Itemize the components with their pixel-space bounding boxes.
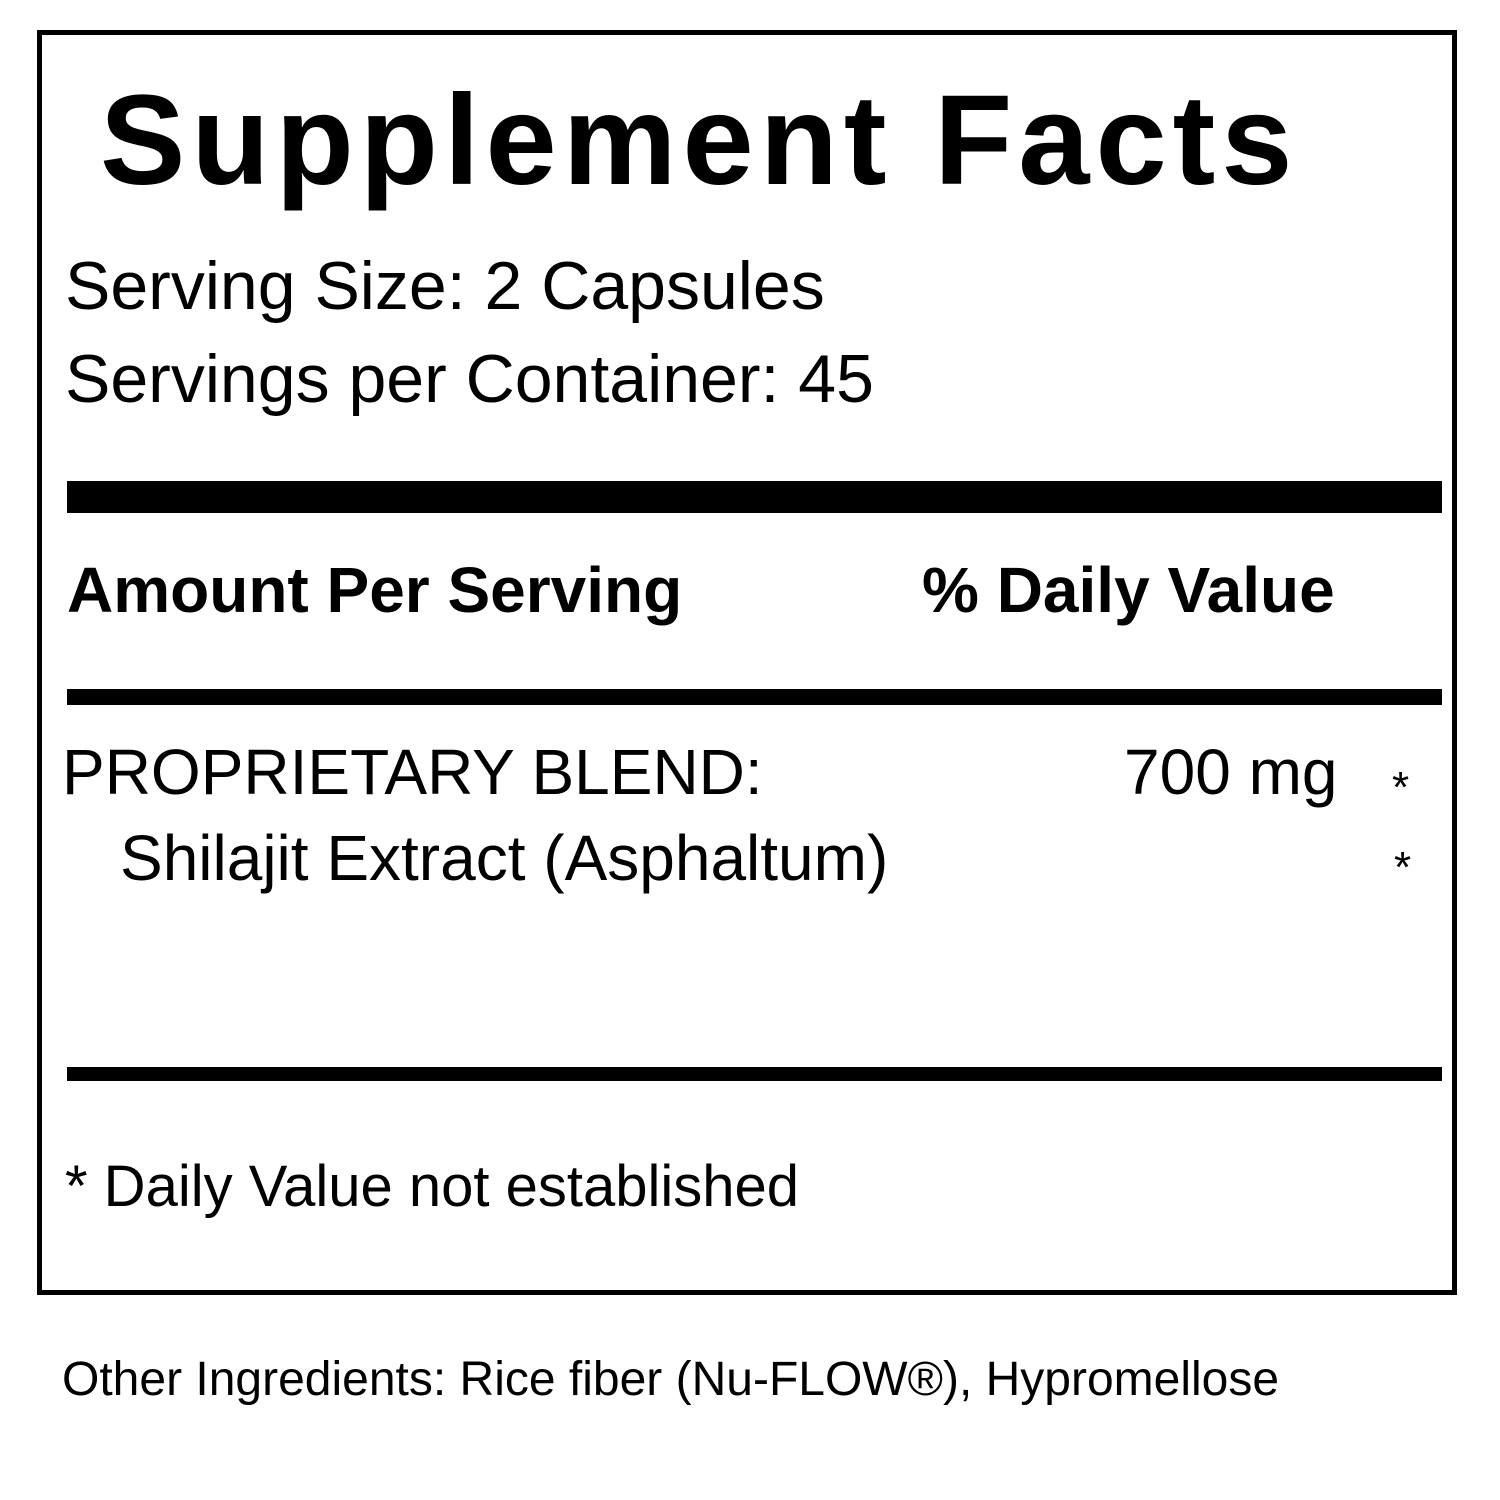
divider — [67, 689, 1442, 705]
servings-per-container: Servings per Container: 45 — [65, 341, 874, 417]
amount-per-serving-header: Amount Per Serving — [67, 554, 683, 626]
ingredient-name: Shilajit Extract (Asphaltum) — [120, 822, 889, 894]
daily-value-marker: * — [1394, 843, 1412, 892]
divider — [67, 1067, 1442, 1081]
thick-divider — [67, 481, 1442, 513]
serving-size: Serving Size: 2 Capsules — [65, 248, 825, 324]
daily-value-marker: * — [1392, 763, 1410, 812]
daily-value-header: % Daily Value — [922, 554, 1335, 626]
ingredient-name: PROPRIETARY BLEND: — [62, 736, 763, 808]
supplement-facts-panel: Supplement Facts Serving Size: 2 Capsule… — [37, 30, 1457, 1295]
other-ingredients: Other Ingredients: Rice fiber (Nu-FLOW®)… — [62, 1353, 1280, 1406]
panel-title: Supplement Facts — [100, 69, 1299, 212]
ingredient-amount: 700 mg — [1124, 736, 1338, 808]
footnote: * Daily Value not established — [65, 1154, 800, 1219]
